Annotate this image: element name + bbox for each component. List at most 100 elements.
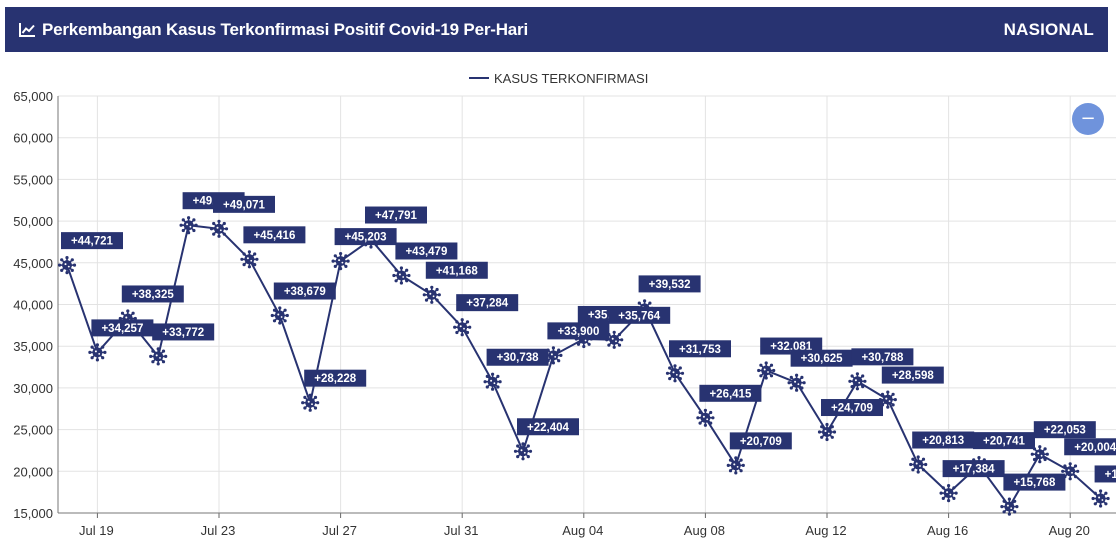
virus-spike-tip — [759, 363, 763, 367]
virus-icon — [483, 372, 502, 391]
y-tick-label: 55,000 — [13, 172, 53, 187]
virus-spike-tip — [1099, 489, 1103, 493]
virus-spike-tip — [453, 325, 457, 329]
virus-spike-tip — [313, 406, 318, 410]
zoom-out-button[interactable]: − — [1072, 103, 1104, 135]
virus-spike-tip — [308, 393, 312, 397]
virus-dot — [64, 263, 67, 266]
region-label: NASIONAL — [1003, 19, 1094, 39]
data-label-text: +30,738 — [497, 352, 539, 364]
virus-spike-tip — [698, 421, 702, 425]
virus-spike-tip — [181, 228, 185, 233]
data-label-box — [790, 349, 853, 367]
virus-spike-tip — [1043, 457, 1047, 462]
virus-spike-tip — [242, 263, 246, 267]
virus-spike-tip — [673, 379, 677, 383]
virus-spike-tip — [192, 228, 196, 233]
virus-spike-tip — [285, 313, 289, 318]
virus-spike-tip — [161, 360, 166, 364]
virus-icon — [301, 393, 320, 412]
virus-spike-tip — [924, 462, 928, 467]
y-tick-label: 45,000 — [13, 256, 53, 271]
virus-spike-tip — [952, 486, 956, 490]
virus-spike-tip — [789, 375, 793, 379]
virus-spike-tip — [1093, 491, 1097, 495]
virus-spike-tip — [101, 356, 105, 360]
virus-dot — [767, 371, 769, 373]
data-label-box — [1033, 421, 1096, 439]
virus-icon — [1030, 445, 1049, 464]
virus-icon — [939, 484, 958, 503]
virus-spike-tip — [253, 263, 257, 267]
line-chart: 15,000 20,000 25,000 30,000 35,000 40,000 45,0… — [13, 71, 1116, 538]
virus-dot — [915, 462, 918, 465]
virus-dot — [1006, 504, 1009, 507]
x-tick-label: Jul 23 — [201, 523, 236, 538]
virus-body — [609, 334, 620, 345]
data-label-box — [1064, 438, 1116, 456]
virus-dot — [307, 400, 310, 403]
virus-spike-tip — [1038, 460, 1042, 464]
virus-icon — [878, 390, 897, 409]
virus-spike-tip — [283, 308, 287, 312]
data-label-text: +28,598 — [892, 370, 934, 382]
data-label: +20,004 — [1064, 438, 1116, 456]
virus-spike-tip — [405, 279, 409, 283]
y-tick-label: 25,000 — [13, 423, 53, 438]
virus-spike-tip — [222, 232, 226, 236]
virus-spike-tip — [101, 345, 105, 349]
virus-spike-tip — [1013, 510, 1017, 514]
virus-spike-tip — [435, 287, 439, 292]
data-label: +33,772 — [152, 323, 215, 341]
virus-dot — [459, 325, 462, 328]
data-label-text: +38,325 — [132, 289, 174, 301]
virus-dot — [824, 430, 827, 432]
data-label: +45,416 — [243, 226, 306, 244]
virus-icon — [605, 330, 624, 349]
virus-spike-tip — [255, 257, 259, 261]
virus-spike-tip — [891, 392, 895, 396]
virus-spike-tip — [921, 457, 926, 461]
y-tick-label: 30,000 — [13, 381, 53, 396]
data-label: +20,741 — [973, 432, 1035, 450]
virus-spike-tip — [278, 321, 282, 325]
data-label: +24,709 — [821, 399, 883, 417]
virus-spike-tip — [465, 330, 470, 335]
virus-dot — [280, 316, 283, 318]
virus-spike-tip — [118, 316, 122, 321]
virus-spike-tip — [212, 232, 216, 236]
virus-spike-tip — [551, 361, 555, 365]
virus-spike-tip — [1038, 445, 1042, 449]
virus-spike-tip — [187, 216, 191, 220]
virus-icon — [331, 252, 350, 271]
virus-spike-tip — [283, 319, 287, 323]
data-label-text: +33,900 — [557, 326, 599, 338]
virus-dot — [615, 340, 617, 343]
virus-spike-tip — [521, 457, 525, 461]
virus-spike-tip — [557, 348, 561, 352]
virus-spike-tip — [1068, 477, 1072, 481]
virus-spike-tip — [1000, 505, 1004, 509]
virus-spike-tip — [339, 267, 343, 271]
legend-label: KASUS TERKONFIRMASI — [494, 71, 648, 86]
virus-dot — [949, 493, 952, 496]
virus-dot — [858, 381, 861, 384]
virus-dot — [550, 353, 553, 356]
data-label-box — [942, 460, 1005, 478]
virus-spike-tip — [253, 252, 257, 256]
data-label: +22,053 — [1033, 421, 1096, 439]
virus-spike-tip — [678, 377, 682, 381]
virus-body — [1095, 493, 1106, 504]
data-label-text: +20,709 — [740, 436, 782, 448]
virus-dot — [246, 257, 249, 260]
virus-spike-tip — [941, 486, 945, 490]
virus-spike-tip — [491, 387, 495, 391]
data-label: +47,791 — [365, 206, 427, 224]
header-left: Perkembangan Kasus Terkonfirmasi Positif… — [5, 20, 528, 40]
data-label-text: +38,679 — [284, 286, 326, 298]
chart-header: Perkembangan Kasus Terkonfirmasi Positif… — [5, 7, 1108, 52]
virus-body — [700, 412, 711, 423]
virus-icon — [392, 266, 411, 285]
virus-dot — [67, 265, 70, 268]
virus-spike-tip — [435, 298, 439, 302]
